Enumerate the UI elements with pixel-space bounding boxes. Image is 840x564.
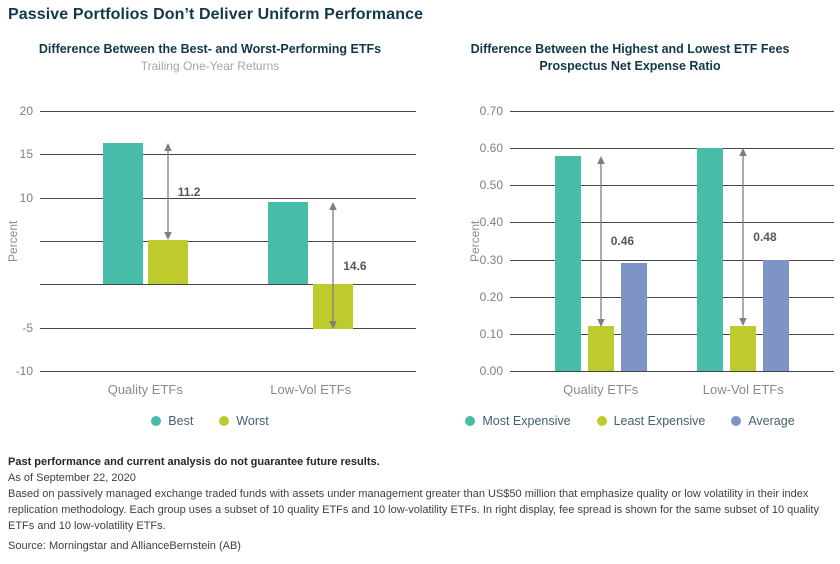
legend-item-average: Average bbox=[731, 414, 795, 428]
y-tick-label: -5 bbox=[22, 320, 33, 335]
bar-worst-quality-etfs bbox=[147, 240, 188, 285]
gridline bbox=[40, 327, 416, 329]
bar-best-quality-etfs bbox=[102, 143, 143, 285]
spread-arrow bbox=[595, 155, 607, 327]
double-arrow-icon bbox=[596, 155, 605, 327]
y-tick-label: 0.40 bbox=[479, 215, 503, 230]
y-tick-label: 0.10 bbox=[479, 326, 503, 341]
gridline bbox=[510, 333, 834, 335]
spread-arrow bbox=[162, 143, 174, 241]
y-tick-label: 0.30 bbox=[479, 252, 503, 267]
gridline bbox=[510, 222, 834, 224]
double-arrow-icon bbox=[163, 143, 172, 241]
chart-fee-spread: Difference Between the Highest and Lowes… bbox=[420, 34, 840, 452]
gridline bbox=[510, 185, 834, 187]
y-tick-label: 15 bbox=[19, 147, 33, 162]
source-line: Source: Morningstar and AllianceBernstei… bbox=[8, 540, 241, 552]
y-tick-label: 10 bbox=[19, 190, 33, 205]
gridline bbox=[510, 296, 834, 298]
x-category-label: Low-Vol ETFs bbox=[702, 382, 784, 397]
legend-swatch-icon bbox=[151, 416, 162, 426]
legend-label: Average bbox=[748, 414, 795, 428]
legend-item-most-expensive: Most Expensive bbox=[465, 414, 571, 428]
bar-best-low-vol-etfs bbox=[268, 202, 309, 285]
legend-label: Most Expensive bbox=[482, 414, 571, 428]
gridline bbox=[40, 284, 416, 286]
legend: Best Worst bbox=[0, 414, 420, 428]
y-tick-label: -10 bbox=[15, 364, 33, 378]
gridline bbox=[40, 371, 416, 372]
spread-value-label: 11.2 bbox=[177, 184, 201, 199]
bar-average-quality-etfs bbox=[620, 263, 647, 371]
disclaimer-text: Past performance and current analysis do… bbox=[8, 456, 380, 468]
legend-label: Worst bbox=[236, 414, 269, 428]
chart-title: Difference Between the Best- and Worst-P… bbox=[38, 42, 382, 56]
bar-average-low-vol-etfs bbox=[763, 259, 790, 371]
spread-value-label: 0.46 bbox=[610, 234, 635, 249]
double-arrow-icon bbox=[739, 148, 748, 327]
chart-best-worst-returns: Difference Between the Best- and Worst-P… bbox=[0, 34, 420, 452]
legend-item-best: Best bbox=[151, 414, 193, 428]
gridline bbox=[510, 148, 834, 150]
spread-value-label: 14.6 bbox=[343, 258, 367, 273]
gridline bbox=[40, 111, 416, 112]
y-tick-label: 0.00 bbox=[479, 364, 503, 378]
double-arrow-icon bbox=[329, 202, 338, 329]
bar-most-expensive-quality-etfs bbox=[554, 155, 581, 371]
legend-label: Best bbox=[168, 414, 194, 428]
plot-area: 0.70 0.60 0.50 0.40 0.30 0.20 0.10 0.00 Quality … bbox=[480, 104, 834, 397]
y-axis-label: Percent bbox=[6, 220, 20, 262]
footnotes: Past performance and current analysis do… bbox=[8, 454, 832, 554]
gridline bbox=[40, 241, 416, 242]
as-of-date: As of September 22, 2020 bbox=[8, 472, 136, 484]
chart-title: Difference Between the Highest and Lowes… bbox=[470, 42, 790, 56]
x-category-label: Quality ETFs bbox=[563, 382, 639, 397]
gridline bbox=[510, 259, 834, 261]
y-tick-label: 0.60 bbox=[479, 141, 503, 156]
gridline bbox=[510, 111, 834, 112]
legend-swatch-icon bbox=[731, 416, 742, 426]
legend-label: Least Expensive bbox=[613, 414, 706, 428]
gridline bbox=[40, 154, 416, 156]
y-tick-label: 20 bbox=[19, 104, 33, 118]
x-category-label: Low-Vol ETFs bbox=[270, 382, 352, 397]
gridline bbox=[40, 197, 416, 199]
x-category-label: Quality ETFs bbox=[107, 382, 183, 397]
spread-arrow bbox=[737, 148, 749, 327]
legend: Most Expensive Least Expensive Average bbox=[420, 414, 840, 428]
legend-swatch-icon bbox=[596, 416, 607, 426]
legend-item-least-expensive: Least Expensive bbox=[596, 414, 706, 428]
y-tick-label: 0.70 bbox=[479, 104, 503, 118]
bar-most-expensive-low-vol-etfs bbox=[697, 148, 724, 371]
legend-item-worst: Worst bbox=[219, 414, 269, 428]
legend-swatch-icon bbox=[219, 416, 230, 426]
gridline bbox=[510, 371, 834, 372]
legend-swatch-icon bbox=[465, 416, 476, 426]
chart-subtitle: Prospectus Net Expense Ratio bbox=[539, 59, 721, 73]
spread-arrow bbox=[327, 202, 339, 329]
chart-subtitle: Trailing One-Year Returns bbox=[140, 59, 280, 73]
bar-least-expensive-quality-etfs bbox=[587, 326, 614, 371]
spread-value-label: 0.48 bbox=[753, 230, 777, 245]
y-tick-label: 0.20 bbox=[479, 289, 503, 304]
plot-area: 20 15 10 -5 -10 Quality ETFs Low-Vol ETFs 11.2 1… bbox=[16, 104, 416, 397]
y-tick-label: 0.50 bbox=[479, 178, 503, 193]
charts-row: Difference Between the Best- and Worst-P… bbox=[0, 34, 840, 452]
bar-least-expensive-low-vol-etfs bbox=[730, 326, 757, 371]
page-title: Passive Portfolios Don’t Deliver Uniform… bbox=[8, 6, 424, 23]
methodology-note: Based on passively managed exchange trad… bbox=[8, 488, 819, 532]
